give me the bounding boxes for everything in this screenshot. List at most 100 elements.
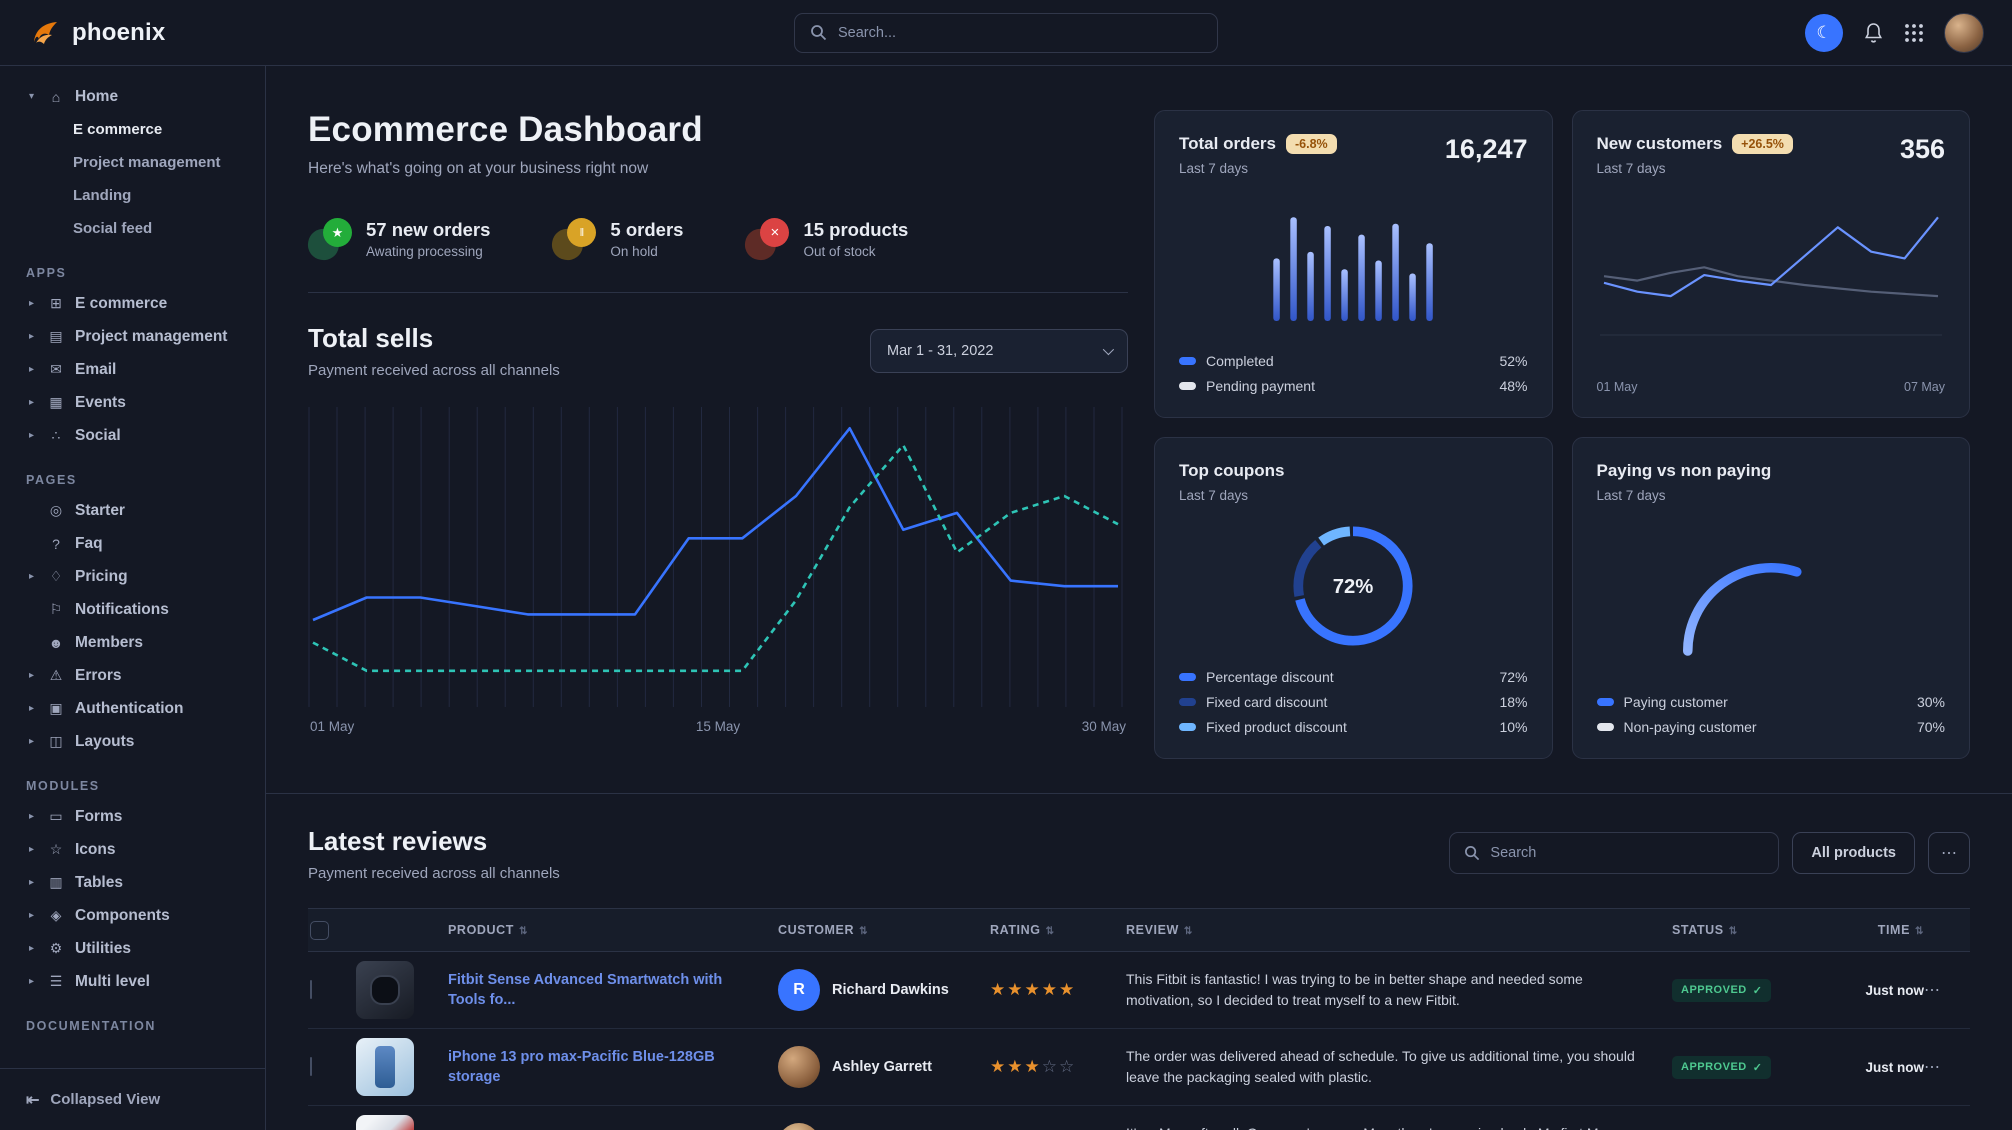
legend-value: 30% [1916, 694, 1945, 710]
all-products-filter-button[interactable]: All products [1792, 832, 1915, 874]
warning-icon: ⚠ [49, 667, 63, 683]
sidebar-item-email[interactable]: ▸ ✉ Email [26, 353, 255, 386]
sidebar-item-starter[interactable]: ◎ Starter [26, 494, 255, 527]
sidebar-item-members[interactable]: ☻ Members [26, 626, 255, 659]
legend-item: Pending payment 48% [1179, 378, 1528, 394]
legend-swatch [1179, 698, 1196, 706]
cart-icon: ⊞ [50, 295, 62, 311]
reviews-search-input[interactable] [1490, 845, 1765, 861]
total-sells-title: Total sells [308, 323, 434, 353]
moon-icon: ☾ [1816, 22, 1832, 42]
sidebar-item-errors[interactable]: ▸ ⚠ Errors [26, 659, 255, 692]
top-coupons-legend: Percentage discount 72% Fixed card discoun… [1179, 669, 1528, 735]
paying-legend: Paying customer 30% Non-paying customer 70% [1596, 694, 1945, 735]
sidebar-item-project-management[interactable]: Project management [73, 154, 221, 171]
grid-icon [1905, 23, 1923, 42]
column-header-status[interactable]: STATUS ⇅ [1672, 923, 1738, 937]
legend-item: Paying customer 30% [1596, 694, 1945, 710]
sort-icon: ⇅ [859, 926, 869, 937]
x-tick: 07 May [1904, 380, 1945, 394]
share-icon: ∴ [51, 427, 61, 443]
reviews-search[interactable] [1449, 832, 1780, 874]
sidebar-item-e-commerce[interactable]: ▸ ⊞ E commerce [26, 287, 255, 320]
legend-value: 10% [1499, 719, 1528, 735]
row-actions-button[interactable]: ⋯ [1924, 1059, 1940, 1076]
column-header-product[interactable]: PRODUCT ⇅ [448, 923, 528, 937]
notifications-button[interactable] [1863, 22, 1884, 44]
customer-name: Richard Dawkins [832, 982, 949, 998]
sidebar-item-layouts[interactable]: ▸ ◫ Layouts [26, 725, 255, 758]
sidebar-item-authentication[interactable]: ▸ ▣ Authentication [26, 692, 255, 725]
chevron-right-icon: ▸ [28, 811, 35, 822]
sidebar-item-faq[interactable]: ? Faq [26, 527, 255, 560]
row-actions-button[interactable]: ⋯ [1924, 982, 1940, 999]
search-input[interactable] [838, 24, 1202, 41]
sidebar-item-project-management[interactable]: ▸ ▤ Project management [26, 320, 255, 353]
x-tick: 30 May [1081, 719, 1126, 734]
theme-toggle-button[interactable]: ☾ [1805, 13, 1843, 52]
product-image [356, 961, 414, 1019]
stat-caption: On hold [610, 244, 658, 259]
collapse-view-button[interactable]: ⇤ Collapsed View [0, 1068, 265, 1130]
sidebar-item-home[interactable]: ▾ ⌂ Home [26, 80, 255, 113]
utilities-icon: ⚙ [49, 940, 63, 956]
apps-grid-button[interactable] [1904, 23, 1924, 43]
sidebar-item-forms[interactable]: ▸ ▭ Forms [26, 800, 255, 833]
chevron-right-icon: ▸ [28, 736, 35, 747]
column-header-time[interactable]: TIME ⇅ [1877, 923, 1924, 937]
new-customers-chart [1599, 216, 1942, 336]
sidebar-item-label: Project management [75, 327, 228, 345]
column-header-customer[interactable]: CUSTOMER ⇅ [778, 923, 869, 937]
new-customers-x-labels: 01 May 07 May [1597, 380, 1946, 394]
sidebar-item-label: Events [75, 393, 126, 411]
more-actions-button[interactable]: ⋯ [1928, 832, 1970, 874]
sidebar-section-label: DOCUMENTATION [26, 1019, 157, 1033]
review-text: This Fitbit is fantastic! I was trying t… [1126, 971, 1583, 1008]
sort-icon: ⇅ [1183, 926, 1193, 937]
sidebar-item-social-feed[interactable]: Social feed [73, 220, 153, 237]
sidebar-item-events[interactable]: ▸ ▦ Events [26, 386, 255, 419]
sidebar-item-pricing[interactable]: ▸ ♢ Pricing [26, 560, 255, 593]
stat-icon-wrap: ‖ [550, 218, 597, 263]
brand[interactable]: phoenix [28, 16, 165, 50]
sort-icon: ⇅ [1915, 926, 1924, 937]
star-filled-icon: ★ [1024, 980, 1042, 999]
column-header-rating[interactable]: RATING ⇅ [990, 923, 1055, 937]
top-coupons-card: Top coupons Last 7 days 72% Percentage d… [1154, 437, 1553, 759]
sidebar-item-label: Authentication [75, 699, 184, 717]
sidebar-item-notifications[interactable]: ⚐ Notifications [26, 593, 255, 626]
star-filled-icon: ★ [1041, 980, 1059, 999]
column-header-review[interactable]: REVIEW ⇅ [1126, 923, 1193, 937]
list-icon: ☰ [49, 973, 63, 989]
paying-card: Paying vs non paying Last 7 days Paying … [1571, 437, 1970, 759]
star-filled-icon: ★ [1024, 1057, 1042, 1076]
product-link[interactable]: iPhone 13 pro max-Pacific Blue-128GB sto… [448, 1048, 715, 1085]
sort-icon: ⇅ [1728, 926, 1738, 937]
sidebar-item-components[interactable]: ▸ ◈ Components [26, 899, 255, 932]
select-all-checkbox[interactable] [310, 920, 329, 940]
legend-item: Completed 52% [1179, 353, 1528, 369]
global-search[interactable] [794, 12, 1218, 53]
legend-label: Paying customer [1623, 694, 1728, 710]
sidebar-item-tables[interactable]: ▸ ▥ Tables [26, 866, 255, 899]
sidebar-item-label: Utilities [75, 939, 131, 957]
review-text: The order was delivered ahead of schedul… [1126, 1048, 1635, 1085]
sidebar-item-social[interactable]: ▸ ∴ Social [26, 419, 255, 452]
table-row: It's a Mac, after all. Once you've gone … [308, 1106, 1970, 1130]
row-checkbox[interactable] [310, 980, 312, 999]
product-link[interactable]: Fitbit Sense Advanced Smartwatch with To… [448, 971, 723, 1008]
sidebar-item-e-commerce[interactable]: E commerce [73, 121, 163, 138]
sidebar-item-landing[interactable]: Landing [73, 187, 132, 204]
avatar [778, 1046, 820, 1088]
card-title: Paying vs non paying [1596, 461, 1772, 480]
legend-item: Fixed product discount 10% [1179, 719, 1528, 735]
sidebar-item-icons[interactable]: ▸ ☆ Icons [26, 833, 255, 866]
legend-label: Pending payment [1206, 378, 1315, 394]
row-checkbox[interactable] [310, 1057, 312, 1076]
new-customers-card: New customers +26.5% Last 7 days 356 01 … [1571, 110, 1970, 418]
stat-out-of-stock: × 15 products Out of stock [743, 218, 908, 263]
sidebar-item-multi-level[interactable]: ▸ ☰ Multi level [26, 965, 255, 998]
sidebar-item-utilities[interactable]: ▸ ⚙ Utilities [26, 932, 255, 965]
date-range-select[interactable]: Mar 1 - 31, 2022 [870, 329, 1128, 373]
profile-avatar[interactable] [1944, 12, 1984, 53]
